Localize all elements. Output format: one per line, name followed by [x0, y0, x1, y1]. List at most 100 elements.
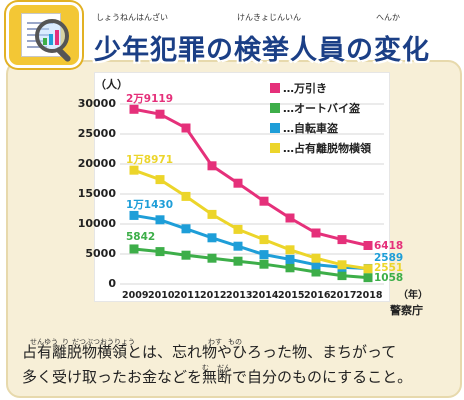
data-point [155, 247, 165, 257]
data-point [207, 233, 217, 243]
caption-line-2: 多く受け取ったお金などを無断で自分のものにすること。 [22, 368, 413, 386]
data-point [285, 213, 295, 223]
legend-label: …占有離脱物横領 [283, 142, 371, 155]
caption-line-1: 占有離脱物横領とは、忘れ物やひろった物、まちがって [22, 343, 397, 361]
data-point [337, 271, 347, 281]
legend-swatch [270, 143, 280, 153]
x-tick-label: 2012 [200, 290, 227, 301]
caption-ruby: む [202, 364, 209, 372]
x-tick-label: 2015 [278, 290, 305, 301]
data-point [181, 123, 191, 133]
legend-swatch [270, 123, 280, 133]
series-line [133, 168, 369, 271]
y-axis-unit: （人） [95, 78, 128, 91]
data-point [363, 264, 373, 274]
x-tick-label: 2017 [330, 290, 357, 301]
x-axis-unit: （年） [398, 290, 428, 301]
data-point [285, 245, 295, 255]
caption-ruby: もの [228, 338, 242, 346]
caption-ruby: だん [217, 364, 231, 372]
magnifier-lens-icon [35, 19, 69, 53]
data-point [207, 209, 217, 219]
y-tick-label: 20000 [77, 157, 116, 170]
data-point [181, 250, 191, 260]
data-point [181, 224, 191, 234]
series-line [133, 213, 369, 270]
legend-item-bicycle-theft: …自転車盗 [270, 120, 338, 136]
caption-ruby: り [62, 338, 69, 346]
data-point [207, 161, 217, 171]
data-point [233, 178, 243, 188]
data-point [311, 228, 321, 238]
data-point [233, 256, 243, 266]
data-point [311, 253, 321, 263]
caption-ruby: せんゆう [30, 338, 58, 346]
data-label-start: 1万1430 [126, 199, 174, 212]
caption: せんゆう り だつぶつおうりょう わす もの む だん 占有離脱物横領とは、忘れ… [22, 338, 442, 390]
data-label-start: 1万8971 [126, 154, 174, 167]
data-point [129, 244, 139, 254]
data-point [207, 253, 217, 263]
data-point [363, 273, 373, 283]
data-point [129, 165, 139, 175]
series-line [133, 107, 369, 247]
title-ruby: しょうねんはんざい [96, 13, 168, 22]
legend-item-motorcycle-theft: …オートバイ盗 [270, 100, 360, 116]
source-label: 警察庁 [390, 304, 423, 317]
page-title: 少年犯罪の検挙人員の変化 [94, 35, 430, 66]
title-ruby: けんきょじんいん [237, 13, 301, 22]
data-point [311, 267, 321, 277]
data-label-end: 2551 [374, 262, 404, 274]
x-tick-label: 2011 [174, 290, 201, 301]
data-point [259, 259, 269, 269]
data-label-end: 2589 [374, 252, 404, 264]
data-point [233, 241, 243, 251]
mini-chart-icon [43, 30, 59, 45]
data-point [285, 263, 295, 273]
legend-swatch [270, 103, 280, 113]
data-point [155, 215, 165, 225]
data-point [233, 224, 243, 234]
caption-ruby: わす [208, 338, 222, 346]
data-point [129, 210, 139, 220]
caption-ruby: だつぶつおうりょう [72, 338, 135, 346]
data-point [259, 235, 269, 245]
x-tick-label: 2010 [148, 290, 175, 301]
data-point [311, 260, 321, 270]
x-tick-label: 2013 [226, 290, 253, 301]
y-tick-label: 15000 [77, 187, 116, 200]
data-point [259, 196, 269, 206]
data-point [155, 109, 165, 119]
title-ruby: へんか [376, 13, 400, 22]
data-point [285, 254, 295, 264]
data-point [337, 235, 347, 245]
data-label-end: 6418 [374, 240, 404, 252]
x-tick-label: 2014 [252, 290, 279, 301]
legend-swatch [270, 83, 280, 93]
x-tick-label: 2018 [356, 290, 383, 301]
legend-label: …万引き [283, 82, 327, 95]
data-label-start: 2万9119 [126, 93, 174, 106]
data-point [155, 175, 165, 185]
legend-label: …自転車盗 [283, 122, 338, 135]
x-tick-label: 2009 [122, 290, 149, 301]
data-point [259, 250, 269, 260]
data-label-end: 1058 [374, 272, 404, 284]
title-block: しょうねんはんざい けんきょじんいん へんか 少年犯罪の検挙人員の変化 [94, 8, 454, 66]
data-label-start: 5842 [126, 230, 156, 243]
y-tick-label: 30000 [77, 97, 116, 110]
legend-item-shoplifting: …万引き [270, 80, 327, 96]
data-point [363, 240, 373, 250]
document-magnifier-icon [6, 2, 82, 68]
y-tick-label: 25000 [77, 127, 116, 140]
series-line [133, 247, 369, 280]
x-tick-label: 2016 [304, 290, 331, 301]
y-tick-label: 0 [108, 277, 116, 290]
legend-label: …オートバイ盗 [283, 102, 360, 115]
data-point [337, 260, 347, 270]
y-tick-label: 10000 [77, 217, 116, 230]
y-tick-label: 5000 [85, 247, 116, 260]
data-point [129, 104, 139, 114]
legend-item-embezzlement: …占有離脱物横領 [270, 140, 371, 156]
